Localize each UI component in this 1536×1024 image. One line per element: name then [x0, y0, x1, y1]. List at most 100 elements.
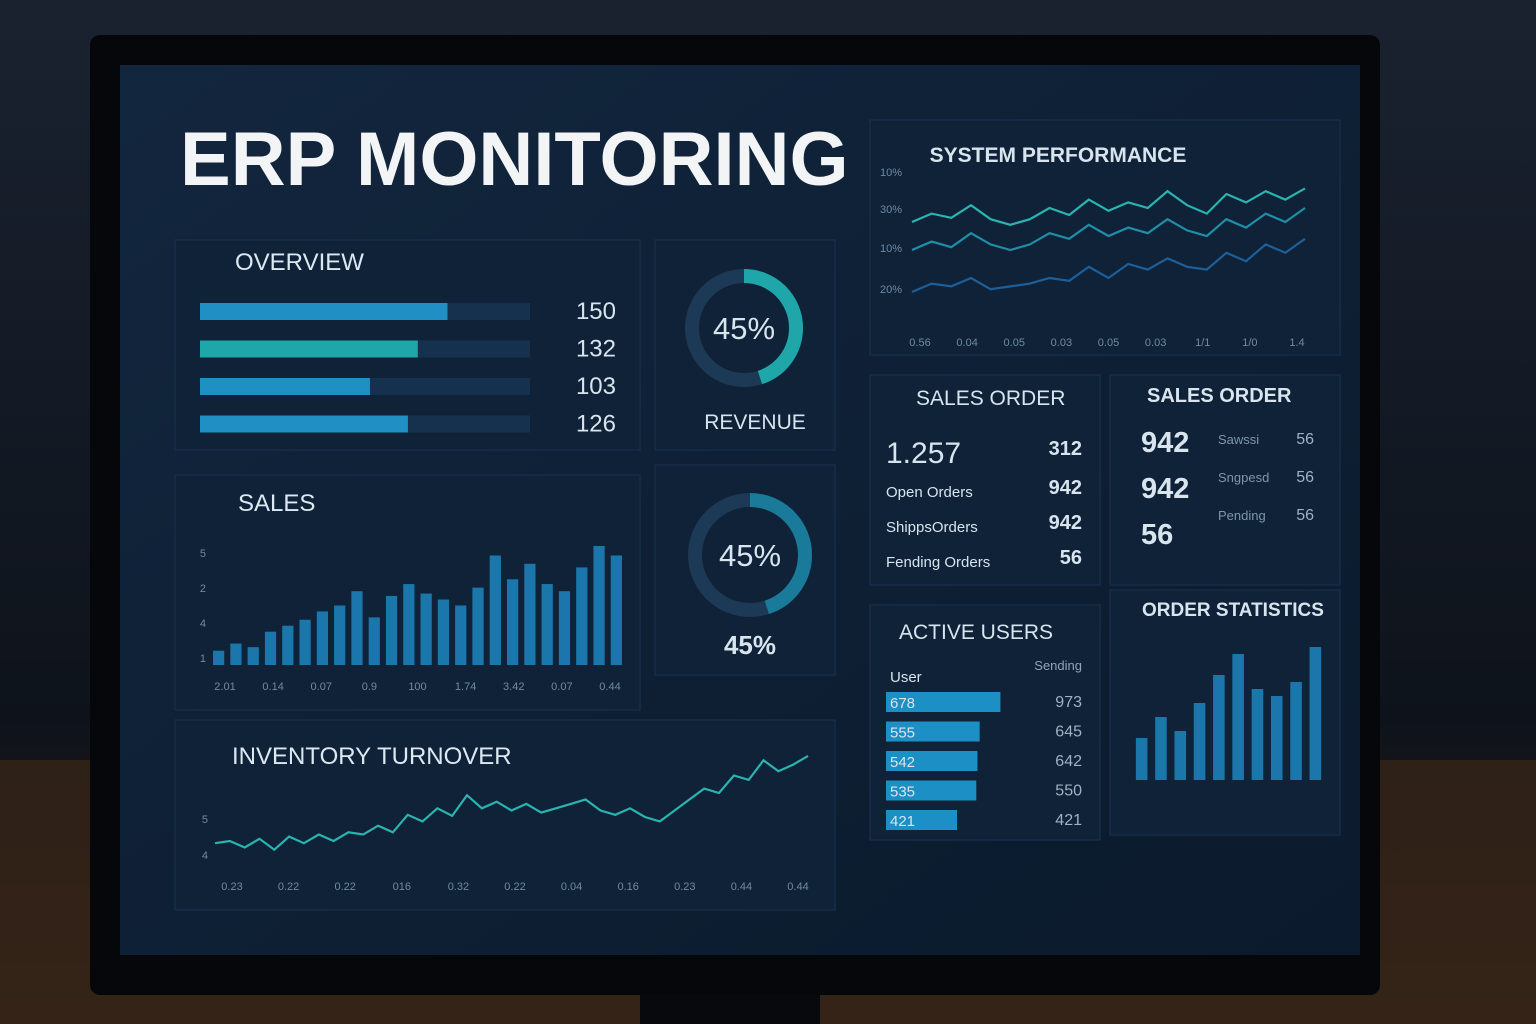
sales-order-total: 1.257	[886, 437, 961, 470]
row-value: 942	[1049, 477, 1082, 499]
bar	[1270, 696, 1283, 780]
bar	[334, 605, 346, 665]
bar-label: 678	[890, 695, 915, 712]
x-tick-label: 0.44	[787, 881, 808, 893]
bar	[1174, 731, 1187, 780]
big-value: 942	[1141, 473, 1189, 505]
bar	[576, 567, 588, 665]
sales-order-panel	[869, 374, 1101, 586]
x-tick-label: 0.04	[956, 337, 977, 349]
sending-value: 550	[1055, 783, 1082, 800]
donut-arc	[688, 493, 812, 617]
bar	[489, 555, 501, 665]
bar	[403, 584, 415, 665]
x-tick-label: 0.22	[334, 881, 355, 893]
bar	[282, 625, 294, 665]
x-tick-label: 0.04	[561, 881, 582, 893]
bar	[1193, 703, 1206, 780]
row-value: 56	[1060, 547, 1082, 569]
bar	[541, 584, 553, 665]
bar-value: 126	[576, 411, 616, 438]
row-value: 56	[1296, 469, 1314, 486]
x-tick-label: 0.32	[448, 881, 469, 893]
big-value: 942	[1141, 427, 1189, 459]
row-label: Fending Orders	[886, 554, 990, 571]
bar	[610, 555, 622, 665]
bar-value: 150	[576, 298, 616, 325]
y-tick-label: 5	[200, 548, 206, 560]
x-tick-label: 0.44	[731, 881, 752, 893]
bar	[1135, 738, 1148, 780]
y-tick-label: 4	[202, 850, 208, 862]
bar	[1155, 717, 1167, 780]
x-tick-label: 0.56	[909, 337, 930, 349]
x-tick-label: 0.03	[1051, 337, 1072, 349]
bar	[385, 595, 398, 665]
bar	[455, 605, 467, 665]
bar	[1213, 675, 1225, 780]
bar-value: 132	[576, 336, 616, 363]
bar	[886, 810, 958, 830]
sales-order-count: 312	[1049, 438, 1082, 460]
donut-label: 45%	[719, 538, 781, 573]
bar	[420, 593, 432, 665]
bar	[200, 378, 370, 395]
row-label: ShippsOrders	[886, 519, 978, 536]
page-title: ERP MONITORING	[180, 117, 849, 202]
bar	[524, 563, 536, 665]
x-tick-label: 016	[393, 881, 411, 893]
line	[214, 754, 809, 852]
bar	[213, 650, 225, 665]
x-tick-label: 0.05	[1004, 337, 1025, 349]
bar	[1309, 647, 1322, 780]
x-tick-label: 0.03	[1145, 337, 1166, 349]
column-label: Sending	[1034, 658, 1082, 673]
y-tick-label: 20%	[880, 284, 902, 296]
x-tick-label: 0.07	[311, 681, 332, 693]
y-tick-label: 10%	[880, 243, 902, 255]
bar	[316, 611, 329, 665]
panel-title: SYSTEM PERFORMANCE	[930, 144, 1187, 167]
x-tick-label: 1.74	[455, 681, 476, 693]
column-label: User	[890, 669, 922, 686]
bar	[200, 340, 418, 358]
inventory-panel	[174, 719, 836, 911]
panel-title: SALES	[238, 490, 315, 517]
bar-label: 542	[890, 754, 915, 771]
y-tick-label: 1	[200, 653, 206, 665]
sending-value: 642	[1055, 753, 1082, 770]
system-performance-panel	[869, 119, 1341, 356]
y-tick-label: 2	[200, 583, 206, 595]
panel-title: SALES ORDER	[1147, 385, 1292, 407]
x-tick-label: 1/0	[1242, 337, 1257, 349]
row-label: Open Orders	[886, 484, 973, 501]
bar	[368, 617, 380, 665]
bar	[506, 579, 519, 665]
bar	[1232, 654, 1244, 780]
x-tick-label: 0.44	[599, 681, 620, 693]
bar	[230, 643, 242, 665]
bar	[200, 303, 448, 320]
panel-title: SALES ORDER	[916, 387, 1065, 410]
x-tick-label: 0.14	[262, 681, 283, 693]
gauge-caption: 45%	[724, 630, 776, 660]
bar	[437, 599, 450, 665]
line	[911, 187, 1306, 226]
x-tick-label: 0.22	[278, 881, 299, 893]
panel-title: ORDER STATISTICS	[1142, 600, 1324, 621]
donut-arc	[685, 269, 803, 387]
y-tick-label: 5	[202, 814, 208, 826]
bar-label: 555	[890, 725, 915, 742]
bar	[472, 587, 484, 665]
y-tick-label: 30%	[880, 204, 902, 216]
bar	[299, 619, 311, 665]
row-value: 56	[1296, 507, 1314, 524]
donut-label: 45%	[713, 311, 775, 346]
bar	[886, 780, 977, 801]
panel-title: ACTIVE USERS	[899, 621, 1053, 644]
bar-label: 535	[890, 784, 915, 801]
panel-title: INVENTORY TURNOVER	[232, 743, 512, 770]
x-tick-label: 2.01	[214, 681, 235, 693]
x-tick-label: 0.23	[674, 881, 695, 893]
